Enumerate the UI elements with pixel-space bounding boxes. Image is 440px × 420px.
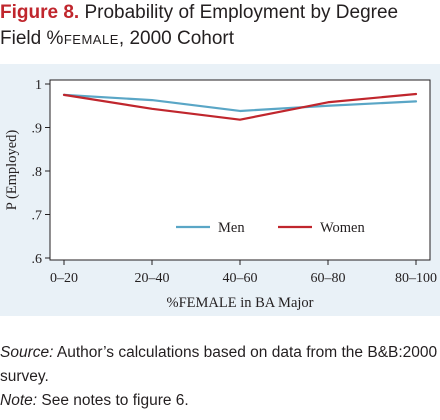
source-text: Author’s calculations based on data from… [0,344,438,385]
legend-label-women: Women [320,220,365,236]
figure-title: Figure 8. Probability of Employment by D… [0,0,440,52]
figure-title-text: Probability of Employment by Degree Fiel… [0,2,399,49]
source-note: Source: Author’s calculations based on d… [0,341,440,389]
figure-label: Figure 8. [0,2,80,23]
figure-title-end: , 2000 Cohort [118,28,235,49]
line-chart: .6 .7 .8 .9 1 0–20 20–40 40–60 60–80 80–100 %FEMAL… [4,78,437,311]
y-tick-label: .8 [32,165,43,180]
series-line-women [62,92,418,121]
x-tick-label: 20–40 [135,271,170,286]
source-label: Source: [0,344,54,361]
note-line: Note: See notes to figure 6. [0,389,440,413]
note-text: See notes to figure 6. [37,392,189,409]
y-axis-title: P (Employed) [4,130,20,211]
x-tick-label: 80–100 [395,271,437,286]
x-tick-label: 60–80 [311,271,346,286]
series-line-men [62,93,418,113]
x-tick-label: 40–60 [223,271,258,286]
y-tick-label: .6 [32,252,43,267]
legend-label-men: Men [218,220,245,236]
x-axis-title: %FEMALE in BA Major [166,295,313,311]
y-tick-label: .7 [32,209,43,224]
y-tick-label: 1 [35,78,42,93]
chart-panel: .6 .7 .8 .9 1 0–20 20–40 40–60 60–80 80–100 %FEMAL… [0,64,440,316]
note-label: Note: [0,392,38,409]
figure-notes: Source: Author’s calculations based on d… [0,341,440,413]
x-tick-label: 0–20 [50,271,78,286]
figure-title-caps: %female [46,28,119,49]
y-tick-label: .9 [32,122,43,137]
